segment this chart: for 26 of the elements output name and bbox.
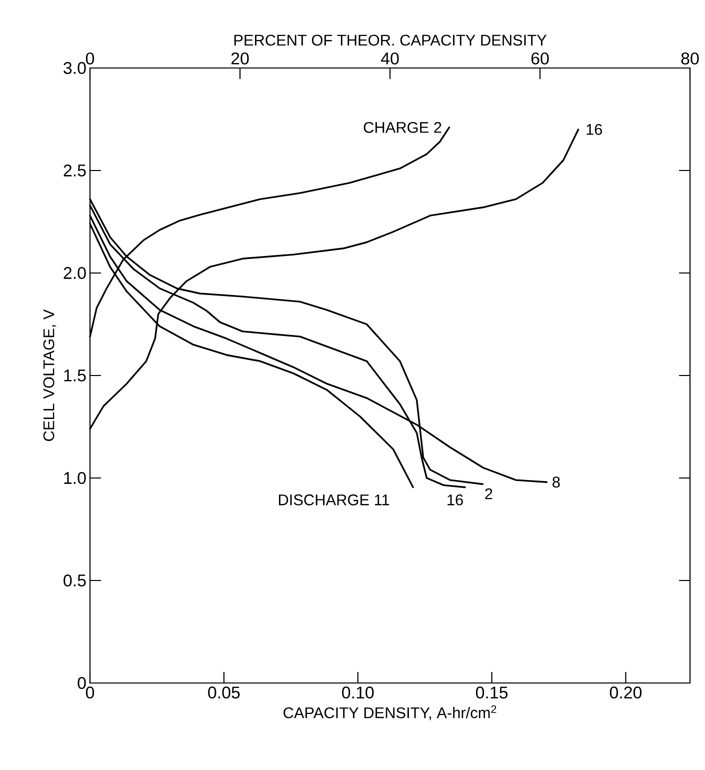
x2-tick-label: 80 bbox=[681, 52, 699, 64]
x2-tick-label: 20 bbox=[231, 52, 249, 64]
y-tick-label: 0.5 bbox=[64, 574, 86, 586]
series-label: DISCHARGE 11 bbox=[278, 494, 390, 506]
series-label: 16 bbox=[448, 494, 463, 506]
series-label: 2 bbox=[485, 488, 492, 500]
y-tick-label: 1.5 bbox=[64, 370, 86, 382]
y-tick-label: 1.0 bbox=[64, 472, 86, 484]
x-axis-title: CAPACITY DENSITY, A-hr/cm$^{2}$ bbox=[284, 705, 496, 720]
series-label: 8 bbox=[552, 476, 560, 488]
y-tick-label: 3.0 bbox=[64, 62, 86, 74]
x2-tick-label: 60 bbox=[531, 52, 549, 64]
x-tick-label: 0.05 bbox=[208, 686, 240, 699]
x-tick-label: 0 bbox=[86, 686, 94, 699]
y-tick-label: 2.5 bbox=[64, 164, 86, 176]
x-tick-label: 0.20 bbox=[610, 686, 642, 699]
y-tick-label: 0 bbox=[78, 677, 86, 689]
series-label: CHARGE 2 bbox=[364, 122, 442, 133]
x2-tick-label: 40 bbox=[380, 52, 399, 64]
x2-tick-label: 0 bbox=[86, 52, 94, 64]
x-tick-label: 0.10 bbox=[342, 686, 374, 699]
x-tick-label: 0.15 bbox=[476, 686, 508, 699]
y-axis-title: CELL VOLTAGE, V bbox=[43, 309, 56, 441]
series-label: 16 bbox=[586, 124, 602, 135]
y-tick-label: 2.0 bbox=[64, 267, 86, 279]
x2-axis-title: PERCENT OF THEOR. CAPACITY DENSITY bbox=[234, 34, 547, 46]
